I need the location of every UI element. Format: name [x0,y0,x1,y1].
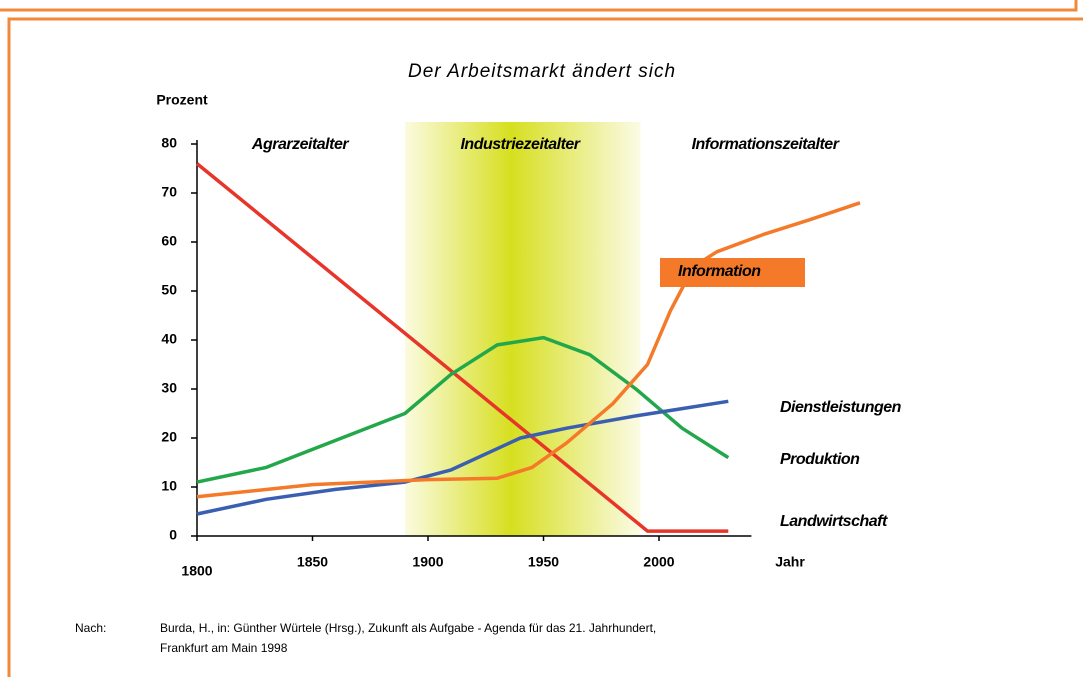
era-label: Informationszeitalter [692,136,840,153]
legend-box [660,258,805,287]
x-tick-label: 1950 [528,554,559,570]
x-tick-label: 1900 [412,554,443,570]
legend-label: Produktion [780,451,860,468]
legend-label: Information [678,263,761,280]
frame [7,17,1083,677]
y-tick-label: 70 [161,184,177,200]
source-line: Burda, H., in: Günther Würtele (Hrsg.), … [160,621,656,635]
x-tick-label: 1800 [181,563,212,579]
x-tick-label: 2000 [643,554,674,570]
series-line [196,335,730,484]
y-tick-label: 0 [169,527,177,543]
source-line: Frankfurt am Main 1998 [160,641,288,655]
y-tick-label: 50 [161,282,177,298]
chart-title: Der Arbeitsmarkt ändert sich [408,61,676,82]
x-axis-label: Jahr [775,554,805,570]
era-band [404,122,641,536]
y-tick-label: 80 [161,135,177,151]
series-line [196,399,729,516]
source-prefix: Nach: [75,621,106,635]
top-frame [0,0,1078,12]
y-axis-label: Prozent [156,92,208,108]
y-tick-label: 30 [161,380,177,396]
y-tick-label: 40 [161,331,177,347]
y-tick-label: 60 [161,233,177,249]
series-line [196,201,861,499]
y-tick-label: 20 [161,429,177,445]
legend-label: Dienstleistungen [780,399,902,416]
y-tick-label: 10 [161,478,177,494]
era-label: Industriezeitalter [460,136,580,153]
x-tick-label: 1850 [297,554,328,570]
legend-label: Landwirtschaft [780,513,888,530]
era-label: Agrarzeitalter [251,136,349,153]
series-line [195,162,729,533]
